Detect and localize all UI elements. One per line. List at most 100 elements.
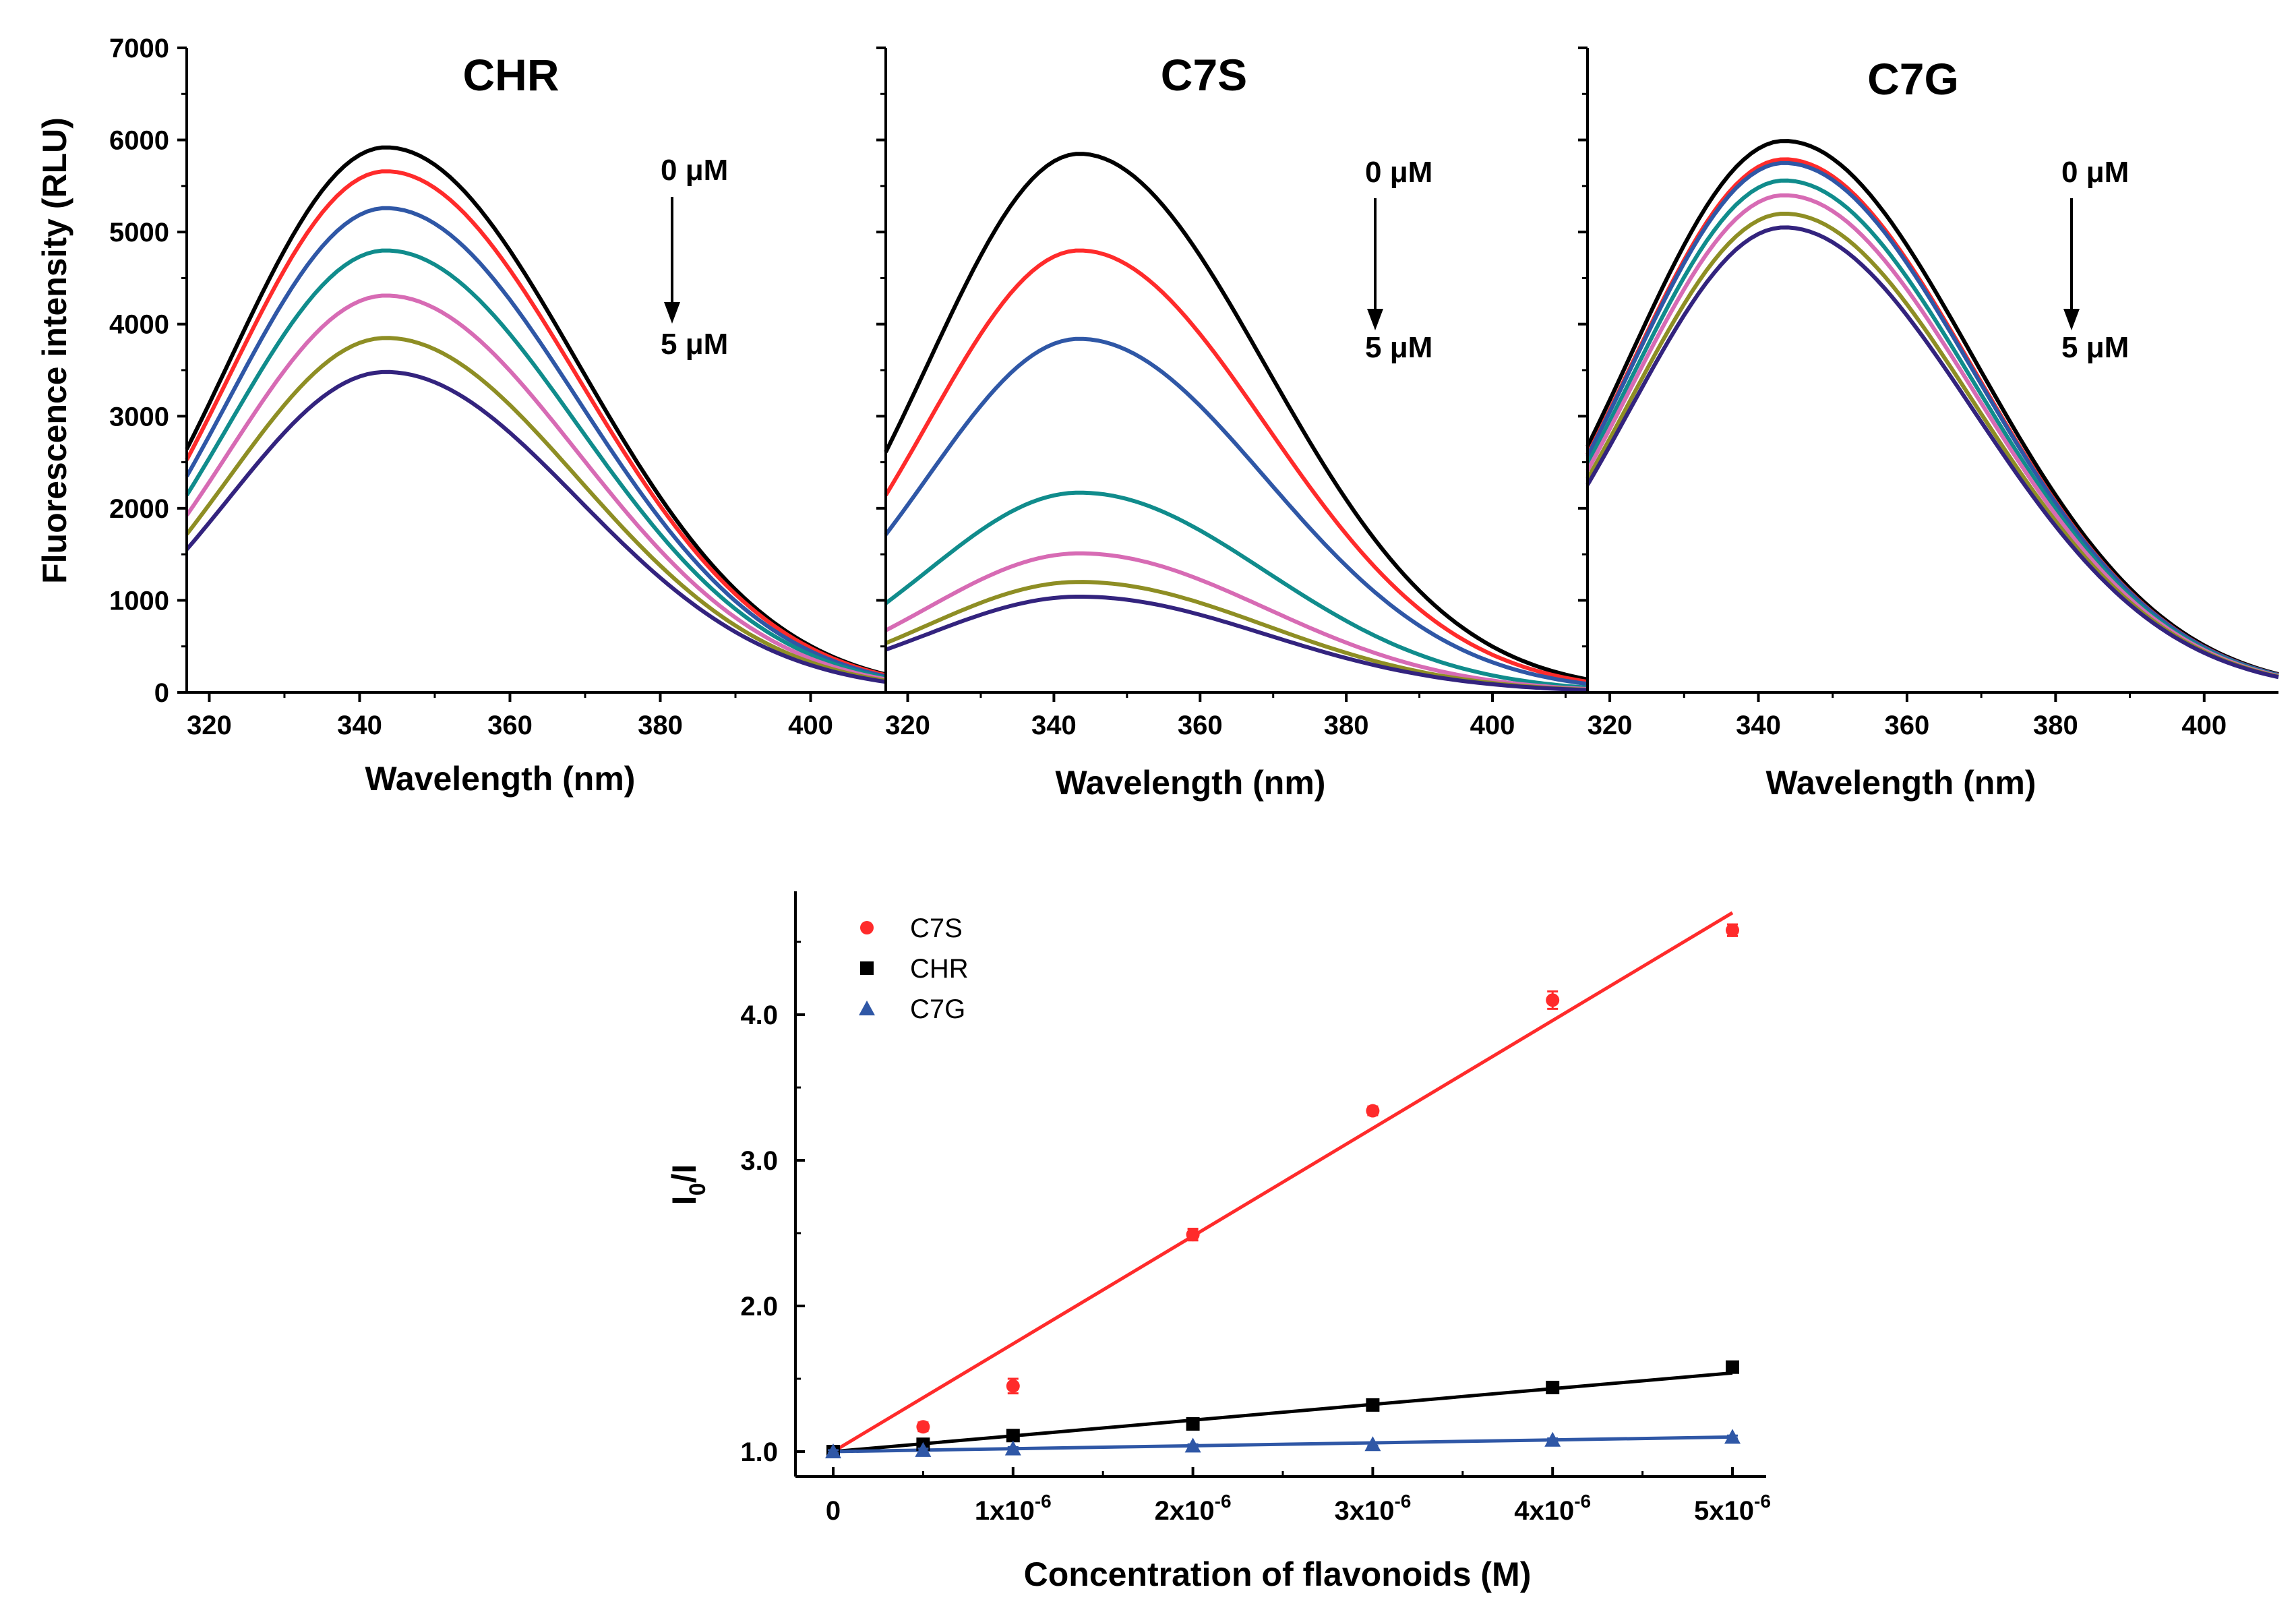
legend-marker-c7s	[860, 921, 874, 934]
sv-y-tick-label: 1.0	[740, 1437, 778, 1467]
c7g-annotation-start: 0 μM	[2061, 156, 2129, 189]
legend-marker-c7g	[859, 1001, 875, 1015]
chr-spectrum-1	[185, 169, 886, 678]
sv-y-tick-label: 2.0	[740, 1292, 778, 1321]
c7s-annotation-start: 0 μM	[1365, 156, 1432, 189]
c7s-spectrum-1	[884, 248, 1588, 684]
chr-y-tick-label: 3000	[109, 402, 169, 431]
c7s-x-axis-label: Wavelength (nm)	[1056, 764, 1326, 802]
c7g-spectrum-4	[1585, 193, 2279, 678]
sv-point-chr	[1546, 1380, 1560, 1394]
sv-y-tick-label: 3.0	[740, 1146, 778, 1176]
legend-label-c7g: C7G	[910, 994, 965, 1024]
c7s-ticks: 320 340 360 380 400	[876, 47, 1567, 740]
chr-spectra	[185, 145, 886, 684]
sv-point-c7s	[1366, 1104, 1380, 1118]
chr-x-axis-label: Wavelength (nm)	[365, 760, 636, 798]
c7g-spectrum-2	[1585, 160, 2279, 678]
c7s-spectrum-4	[884, 551, 1588, 691]
sv-point-c7g	[1184, 1437, 1201, 1453]
c7g-panel: 320 340 360 380 400 C7G 0 μM 5 μM Wavelength…	[1578, 47, 2279, 802]
chr-spectrum-6	[185, 369, 886, 684]
chr-y-tick-label: 6000	[109, 126, 169, 156]
chr-y-tick-label: 1000	[109, 586, 169, 616]
c7s-x-tick-label: 320	[885, 711, 930, 740]
sv-point-chr	[1186, 1417, 1200, 1431]
sv-data-points	[825, 923, 1741, 1458]
sv-point-c7g	[1544, 1431, 1561, 1447]
sv-point-c7s	[916, 1420, 930, 1434]
sv-fit-chr	[833, 1371, 1733, 1454]
c7g-x-axis-label: Wavelength (nm)	[1766, 764, 2036, 802]
sv-y-tick-label: 4.0	[740, 1001, 778, 1030]
c7g-x-tick-label: 380	[2033, 711, 2078, 740]
chr-x-tick-label: 320	[187, 711, 232, 740]
c7g-ticks: 320 340 360 380 400	[1578, 47, 2227, 740]
chr-y-tick-label: 7000	[109, 34, 169, 63]
chr-spectrum-3	[185, 248, 886, 680]
c7s-x-tick-label: 400	[1470, 711, 1515, 740]
sv-point-c7g	[1724, 1429, 1741, 1444]
c7g-spectrum-1	[1585, 157, 2279, 677]
sv-point-c7g	[1004, 1440, 1021, 1456]
sv-point-chr	[1006, 1429, 1020, 1443]
sv-y-axis-label: I0/I	[665, 1164, 711, 1205]
sv-point-c7s	[1546, 993, 1560, 1007]
sv-x-tick-label: 3x10-6	[1334, 1491, 1411, 1526]
c7g-title: C7G	[1867, 54, 1959, 104]
c7s-spectrum-0	[884, 152, 1588, 682]
sv-point-c7g	[915, 1441, 932, 1457]
sv-x-tick-label: 2x10-6	[1155, 1491, 1232, 1526]
chr-annotation-end: 5 μM	[661, 328, 728, 361]
c7g-spectrum-6	[1585, 225, 2279, 680]
chr-spectrum-2	[185, 206, 886, 679]
sv-x-tick-label: 0	[826, 1496, 841, 1526]
sv-legend: C7S CHR C7G	[859, 914, 969, 1024]
chr-panel: 320 340 360 380 4000100020003000400050006000…	[109, 34, 886, 798]
chr-x-tick-label: 340	[337, 711, 382, 740]
chr-y-tick-label: 4000	[109, 310, 169, 340]
c7s-spectrum-3	[884, 490, 1588, 690]
sv-x-tick-label: 1x10-6	[975, 1491, 1052, 1526]
sv-point-chr	[1366, 1398, 1380, 1412]
c7s-x-tick-label: 340	[1031, 711, 1077, 740]
c7s-x-tick-label: 380	[1324, 711, 1369, 740]
sv-point-c7g	[1364, 1436, 1381, 1452]
sv-point-c7s	[1006, 1379, 1020, 1393]
c7s-spectrum-6	[884, 595, 1588, 692]
sv-fit-c7g	[833, 1435, 1733, 1454]
sv-x-tick-label: 5x10-6	[1694, 1491, 1771, 1526]
sv-x-axis-label: Concentration of flavonoids (M)	[1024, 1555, 1532, 1593]
sv-point-c7g	[825, 1443, 841, 1458]
legend-label-c7s: C7S	[910, 914, 963, 943]
c7g-annotation-end: 5 μM	[2061, 331, 2129, 364]
sv-x-tick-label: 4x10-6	[1514, 1491, 1591, 1526]
chr-spectrum-0	[185, 145, 886, 677]
c7g-x-tick-label: 320	[1588, 711, 1633, 740]
chr-y-tick-label: 5000	[109, 218, 169, 247]
c7g-x-tick-label: 400	[2181, 711, 2227, 740]
chr-x-tick-label: 360	[487, 711, 533, 740]
legend-label-chr: CHR	[910, 954, 969, 984]
chr-arrow-head	[664, 302, 680, 324]
c7g-spectrum-5	[1585, 212, 2279, 679]
chr-spectrum-4	[185, 293, 886, 682]
chr-annotation-start: 0 μM	[661, 154, 728, 187]
stern-volmer-panel: 0 1x10-6 2x10-6 3x10-6 4x10-6 5x10-6 1.0 2.0 3.0…	[665, 891, 1771, 1593]
sv-fit-c7s	[832, 911, 1734, 1454]
sv-fit-lines	[832, 911, 1734, 1454]
c7s-x-tick-label: 360	[1178, 711, 1223, 740]
chr-ticks: 320 340 360 380 4000100020003000400050006000…	[109, 34, 833, 740]
sv-point-c7s	[1186, 1228, 1200, 1242]
c7g-x-tick-label: 360	[1885, 711, 1930, 740]
c7s-spectra	[884, 152, 1588, 692]
c7s-title: C7S	[1161, 50, 1247, 100]
spectra-y-axis-label: Fluorescence intensity (RLU)	[36, 117, 73, 584]
sv-point-c7s	[1726, 923, 1739, 937]
c7s-spectrum-2	[884, 336, 1588, 686]
legend-marker-chr	[860, 961, 874, 975]
c7s-annotation-end: 5 μM	[1365, 331, 1432, 364]
c7g-x-tick-label: 340	[1736, 711, 1781, 740]
chr-y-tick-label: 2000	[109, 494, 169, 524]
c7g-arrow-head	[2063, 309, 2080, 330]
